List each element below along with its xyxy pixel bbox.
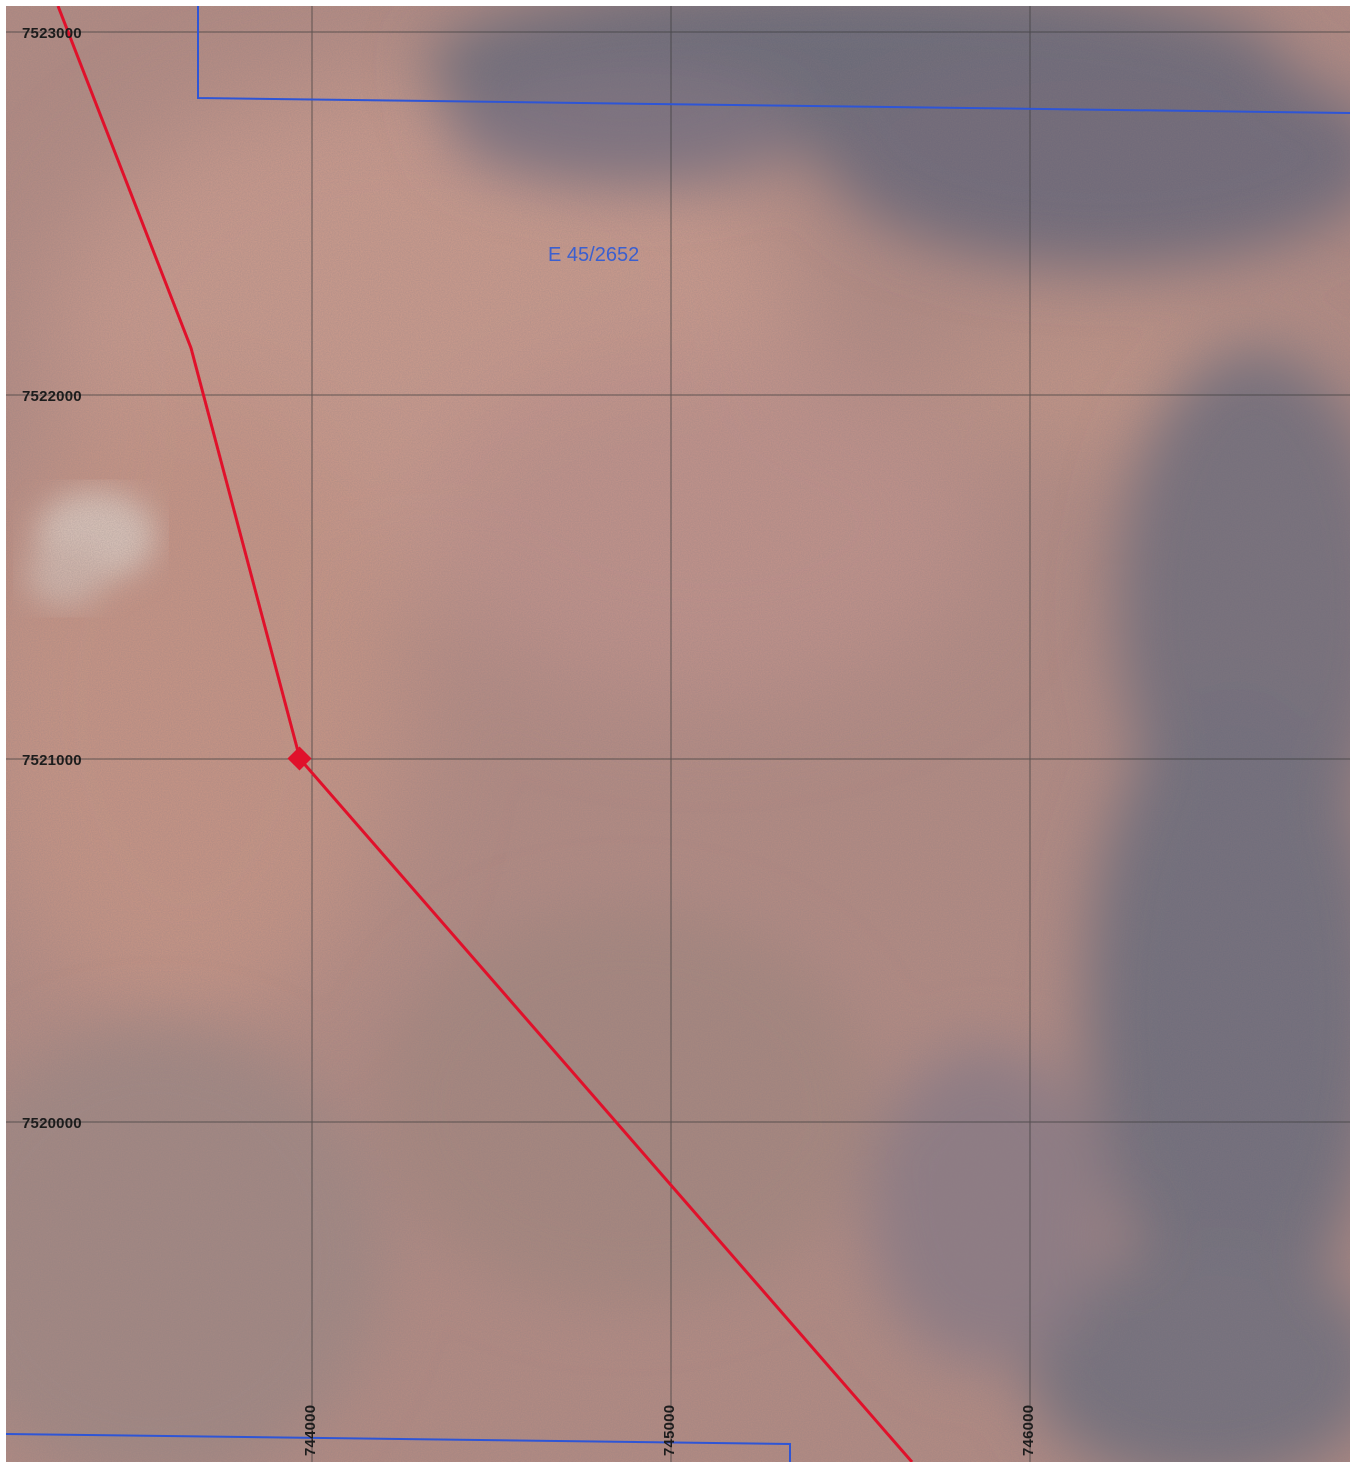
map-canvas [6,6,1350,1462]
grid-lines [6,6,1350,1462]
northing-label-7523000: 7523000 [22,25,82,42]
northing-label-7521000: 7521000 [22,752,82,769]
northing-label-7522000: 7522000 [22,388,82,405]
tenement-boundary [6,6,1350,1462]
route-line [56,6,914,1462]
tenement-boundary-top [197,6,1350,114]
northing-label-7520000: 7520000 [22,1115,82,1132]
easting-label-744000: 744000 [302,1404,319,1456]
tenement-id-label: E 45/2652 [548,244,640,266]
terrain-grain [6,6,1350,1462]
tenement-boundary-bottom [6,1433,791,1462]
aerial-map[interactable]: 7523000 7522000 7521000 7520000 744000 7… [6,6,1350,1462]
easting-label-746000: 746000 [1020,1404,1037,1456]
easting-label-745000: 745000 [661,1404,678,1456]
